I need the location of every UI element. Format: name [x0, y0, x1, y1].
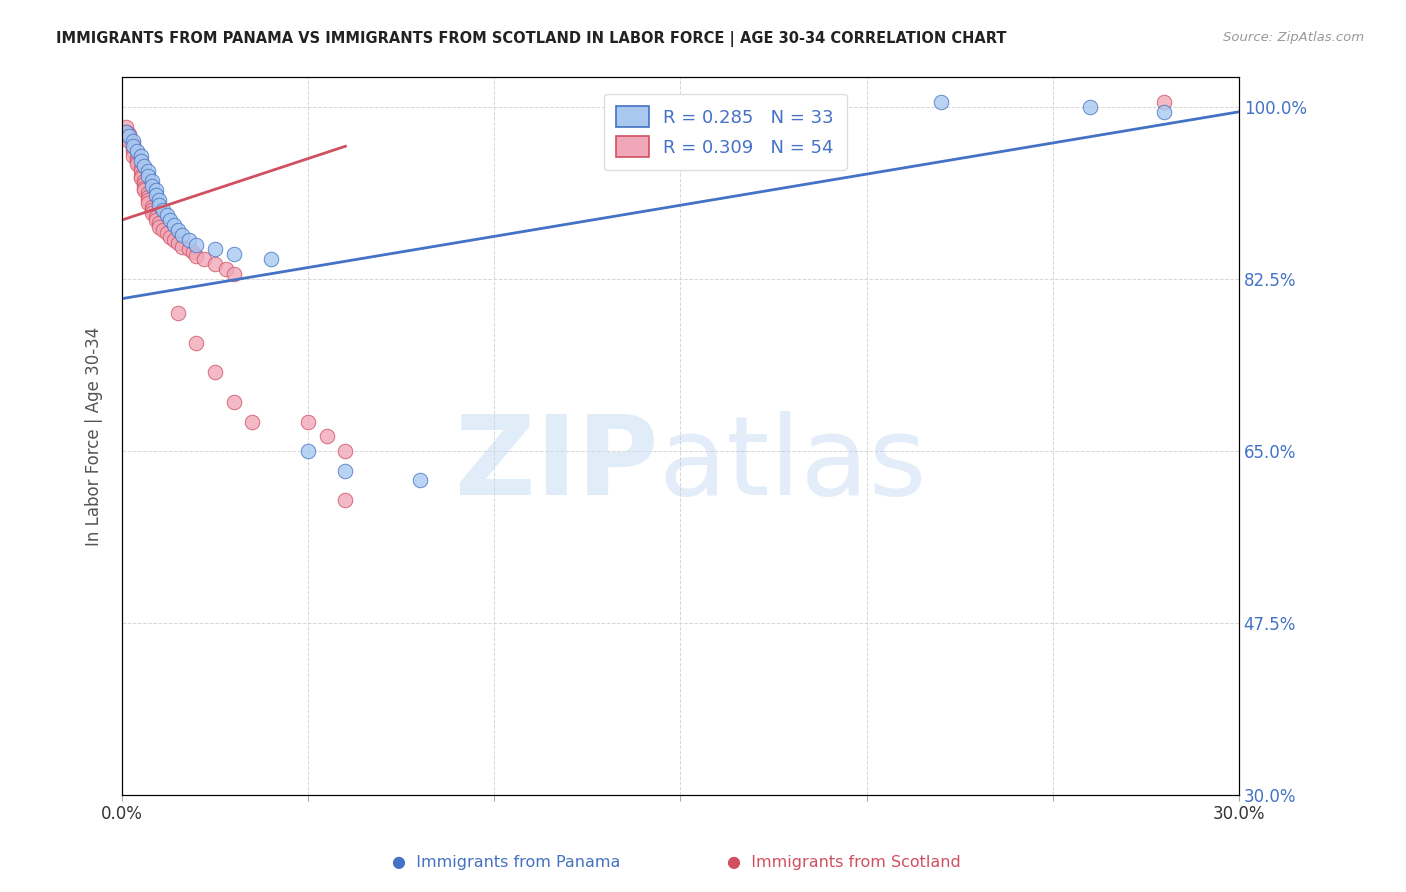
Point — [159, 213, 181, 227]
Point — [134, 180, 156, 194]
Point — [335, 464, 357, 478]
Legend: R = 0.285   N = 33, R = 0.309   N = 54: R = 0.285 N = 33, R = 0.309 N = 54 — [603, 94, 846, 169]
Point — [129, 161, 152, 175]
Point — [181, 245, 204, 260]
Point — [145, 188, 167, 202]
Point — [129, 164, 152, 178]
Point — [134, 174, 156, 188]
Point — [125, 144, 148, 158]
Point — [134, 177, 156, 191]
Point — [152, 223, 174, 237]
Text: atlas: atlas — [658, 411, 927, 518]
Point — [163, 218, 186, 232]
Point — [118, 131, 141, 145]
Point — [167, 223, 190, 237]
Point — [204, 257, 226, 271]
Point — [145, 184, 167, 198]
Point — [141, 200, 163, 214]
Point — [186, 335, 208, 350]
Point — [141, 206, 163, 220]
Point — [152, 203, 174, 218]
Point — [335, 493, 357, 508]
Point — [136, 164, 159, 178]
Text: Source: ZipAtlas.com: Source: ZipAtlas.com — [1223, 31, 1364, 45]
Point — [134, 184, 156, 198]
Point — [141, 178, 163, 193]
Text: ●  Immigrants from Scotland: ● Immigrants from Scotland — [727, 855, 960, 870]
Point — [122, 144, 145, 158]
Point — [335, 444, 357, 458]
Point — [114, 120, 136, 134]
Point — [260, 252, 283, 267]
Point — [118, 128, 141, 142]
Point — [136, 169, 159, 183]
Point — [114, 124, 136, 138]
Point — [159, 229, 181, 244]
Point — [297, 415, 319, 429]
Point — [122, 134, 145, 148]
Point — [222, 247, 245, 261]
Point — [222, 267, 245, 281]
Point — [122, 141, 145, 155]
Point — [141, 203, 163, 218]
Point — [177, 233, 200, 247]
Point — [145, 210, 167, 224]
Point — [167, 306, 190, 320]
Point — [141, 174, 163, 188]
Point — [204, 243, 226, 257]
Point — [129, 149, 152, 163]
Point — [148, 219, 170, 234]
Point — [222, 394, 245, 409]
Point — [163, 233, 186, 247]
Y-axis label: In Labor Force | Age 30-34: In Labor Force | Age 30-34 — [86, 326, 103, 546]
Text: ●  Immigrants from Panama: ● Immigrants from Panama — [392, 855, 620, 870]
Point — [215, 262, 238, 277]
Point — [315, 429, 337, 443]
Point — [122, 137, 145, 152]
Point — [125, 153, 148, 168]
Point — [297, 444, 319, 458]
Point — [129, 153, 152, 168]
Point — [156, 208, 179, 222]
Point — [114, 124, 136, 138]
Point — [136, 190, 159, 204]
Text: ZIP: ZIP — [454, 411, 658, 518]
Point — [170, 239, 193, 253]
Point — [156, 226, 179, 240]
Point — [1153, 104, 1175, 119]
Point — [136, 196, 159, 211]
Point — [186, 249, 208, 263]
Point — [118, 134, 141, 148]
Point — [129, 169, 152, 183]
Point — [170, 227, 193, 242]
Point — [136, 194, 159, 208]
Point — [204, 365, 226, 379]
Point — [145, 213, 167, 227]
Point — [134, 159, 156, 173]
Point — [1078, 100, 1101, 114]
Point — [122, 139, 145, 153]
Point — [148, 216, 170, 230]
Point — [136, 186, 159, 201]
Point — [177, 243, 200, 257]
Point — [125, 151, 148, 165]
Point — [929, 95, 952, 109]
Point — [118, 129, 141, 144]
Point — [193, 252, 215, 267]
Point — [167, 235, 190, 250]
Point — [125, 157, 148, 171]
Point — [122, 149, 145, 163]
Point — [409, 474, 432, 488]
Point — [129, 170, 152, 185]
Point — [186, 237, 208, 252]
Point — [148, 194, 170, 208]
Point — [148, 198, 170, 212]
Point — [1153, 95, 1175, 109]
Text: IMMIGRANTS FROM PANAMA VS IMMIGRANTS FROM SCOTLAND IN LABOR FORCE | AGE 30-34 CO: IMMIGRANTS FROM PANAMA VS IMMIGRANTS FRO… — [56, 31, 1007, 47]
Point — [240, 415, 263, 429]
